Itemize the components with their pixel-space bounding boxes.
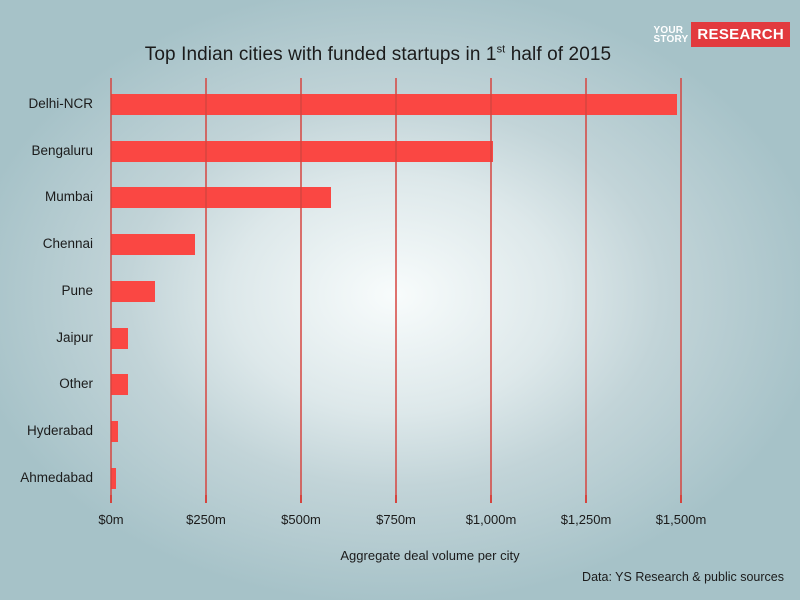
category-label: Ahmedabad [20,469,93,485]
gridline [585,78,587,495]
x-tick-label: $1,000m [465,512,517,527]
category-label: Other [59,376,93,392]
gridline [110,78,112,495]
axis-tick [205,495,207,503]
category-label: Pune [61,282,93,298]
chart-title-prefix: Top Indian cities with funded startups i… [144,44,497,65]
x-tick-label: $500m [281,512,321,527]
logo-wordmark: YOUR STORY [654,22,689,47]
category-label: Hyderabad [26,422,93,438]
bar-delhi-ncr [111,94,678,115]
gridline [205,78,207,495]
axis-tick [395,495,397,503]
gridline [680,78,682,495]
bar-ahmedabad [111,467,116,489]
bar-mumbai [111,187,332,209]
bar-chennai [111,234,195,256]
category-label: Bengaluru [31,142,93,158]
axis-tick [110,495,112,503]
x-tick-label: $1,500m [655,512,707,527]
category-label: Delhi-NCR [28,96,93,111]
chart-title-suffix: half of 2015 [505,44,612,65]
category-label: Jaipur [56,329,93,345]
logo-line-story: STORY [653,33,689,45]
category-label: Mumbai [44,189,93,205]
bar-other [111,374,128,396]
category-label: Chennai [42,236,93,252]
chart-title-superscript: st [496,43,506,56]
x-axis-label: Aggregate deal volume per city [340,548,520,563]
data-source-note: Data: YS Research & public sources [582,570,784,584]
gridline [490,78,492,495]
bar-pune [111,280,155,302]
x-tick-label: $0m [98,512,124,527]
axis-tick [585,495,587,503]
axis-tick [490,495,492,503]
axis-tick [300,495,302,503]
gridline [300,78,302,495]
x-tick-label: $250m [186,512,226,527]
axis-tick [680,495,682,503]
logo-research-badge: RESEARCH [691,22,790,47]
gridline [395,78,397,495]
bar-hyderabad [111,420,118,442]
x-tick-label: $1,250m [560,512,612,527]
chart-title: Top Indian cities with funded startups i… [0,44,756,66]
x-tick-label: $750m [376,512,416,527]
yourstory-research-logo: YOUR STORY RESEARCH [654,22,790,47]
bar-jaipur [111,327,129,349]
logo-line-your: YOUR [653,24,684,36]
